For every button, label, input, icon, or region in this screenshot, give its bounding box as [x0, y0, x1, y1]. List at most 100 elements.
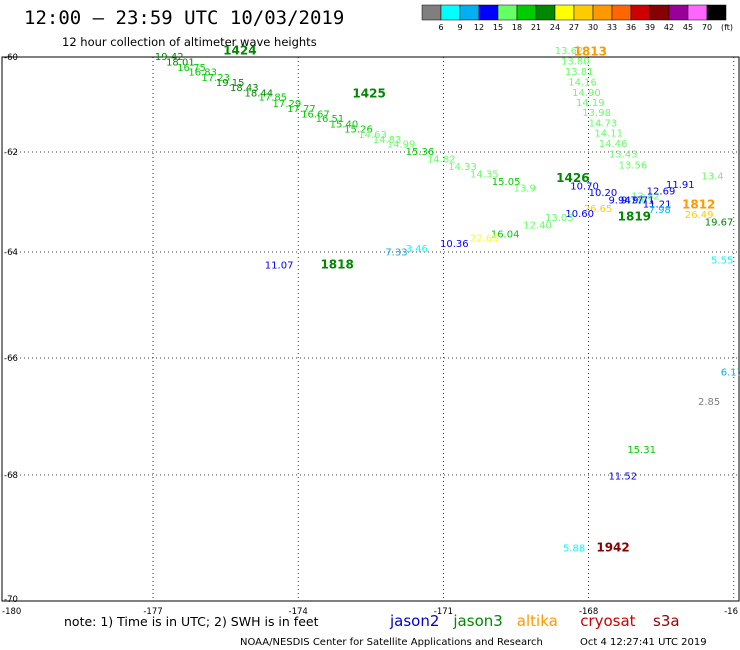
satellite-legend: jason2 jason3 altika cryosat s3a — [389, 612, 680, 630]
wave-height-label: 13.56 — [619, 161, 648, 172]
wave-height-label: 14.35 — [470, 170, 499, 181]
wave-height-label: 7.98 — [649, 205, 671, 216]
wave-height-label: 15.36 — [406, 147, 435, 158]
wave-height-label: 11.52 — [608, 471, 637, 482]
footer-credit: NOAA/NESDIS Center for Satellite Applica… — [240, 637, 543, 648]
x-tick-label: -174 — [289, 607, 308, 617]
y-tick-label: -66 — [4, 354, 18, 364]
wave-height-label: 12.40 — [523, 221, 552, 232]
scale-swatch — [592, 4, 613, 21]
pass-time-labels: 1424 1425 1813 1426 1819 1812 1818 1942 — [223, 44, 715, 555]
wave-height-label: 15.26 — [344, 125, 373, 136]
wave-height-label: 14.82 — [427, 155, 456, 166]
y-tick-label: -68 — [4, 471, 18, 481]
x-tick-label: -180 — [2, 607, 21, 617]
footer-timestamp: Oct 4 12:27:41 UTC 2019 — [580, 637, 707, 648]
wave-height-label: 6.17 — [721, 368, 740, 379]
wave-height-label: 16.75 — [177, 63, 206, 74]
scale-swatch — [687, 4, 708, 21]
wave-height-label: 11.91 — [666, 180, 695, 191]
scale-swatch — [516, 4, 537, 21]
scale-swatch — [497, 4, 518, 21]
satellite-name: altika — [517, 612, 558, 630]
wave-height-label: 18.01 — [166, 58, 195, 69]
wave-height-label: 14.99 — [387, 140, 416, 151]
wave-height-label: 13.9 — [514, 184, 536, 195]
wave-height-label: 26.65 — [584, 204, 613, 215]
wave-height-label: 14.16 — [568, 78, 597, 89]
scale-swatch — [668, 4, 689, 21]
satellite-name: s3a — [653, 612, 680, 630]
wave-height-label: 14.83 — [373, 135, 402, 146]
scale-label: 42 — [664, 23, 674, 32]
wave-height-label: 15.40 — [330, 119, 359, 130]
wave-height-label: 14.46 — [599, 139, 628, 150]
pass-time-label: 1818 — [320, 257, 353, 271]
y-tick-label: -64 — [4, 248, 18, 258]
wave-height-label: 2.85 — [698, 397, 720, 408]
scale-swatch — [630, 4, 651, 21]
wave-height-label: 10.20 — [589, 188, 618, 199]
wave-height-label: 11.21 — [643, 200, 672, 211]
scale-label: 45 — [683, 23, 693, 32]
chart-subtitle: 12 hour collection of altimeter wave hei… — [62, 35, 317, 49]
wave-height-label: 10.70 — [570, 182, 599, 193]
wave-height-label: 9.77 — [621, 196, 643, 207]
wave-height-label: 18.43 — [230, 83, 259, 94]
satellite-name: jason2 — [389, 612, 439, 630]
color-scale-unit: (ft) — [721, 23, 733, 32]
satellite-name: jason3 — [452, 612, 502, 630]
wave-height-label: 13.36 — [619, 196, 648, 207]
scale-swatch — [459, 4, 480, 21]
pass-time-label: 1424 — [223, 44, 256, 58]
pass-time-label: 1819 — [618, 210, 651, 224]
wave-height-label: 17.77 — [287, 104, 316, 115]
scale-swatch — [478, 4, 499, 21]
plot-frame — [1, 56, 740, 602]
wave-height-label: 14.19 — [576, 98, 605, 109]
wave-height-label: 5.88 — [563, 543, 585, 554]
wave-height-label: 15.31 — [627, 445, 656, 456]
scale-label: 30 — [588, 23, 598, 32]
wave-height-label: 18.44 — [244, 88, 273, 99]
scale-swatch — [573, 4, 594, 21]
scale-swatch — [611, 4, 632, 21]
scale-label: 36 — [626, 23, 636, 32]
scale-label: 70 — [702, 23, 712, 32]
scale-label: 27 — [569, 23, 579, 32]
scale-swatch — [706, 4, 727, 21]
wave-height-label: 13.82 — [631, 192, 660, 203]
x-tick-label: -171 — [434, 607, 453, 617]
wave-height-label: 11.07 — [265, 260, 294, 271]
wave-height-label: 13.03 — [545, 213, 574, 224]
wave-height-label: 19.67 — [705, 218, 734, 229]
scale-label: 15 — [493, 23, 503, 32]
y-tick-label: -70 — [4, 595, 18, 605]
wave-height-label: 5.55 — [711, 256, 733, 267]
wave-height-label: 15.05 — [492, 177, 521, 188]
scale-swatch — [554, 4, 575, 21]
pass-time-label: 1813 — [574, 45, 607, 59]
pass-time-label: 1425 — [352, 86, 385, 100]
y-tick-label: -62 — [4, 148, 18, 158]
pass-time-label: 1426 — [556, 171, 589, 185]
wave-height-label: 14.73 — [589, 118, 618, 129]
wave-height-label: 12.69 — [647, 187, 676, 198]
wave-height-label: 10.36 — [440, 239, 469, 250]
pass-time-label: 1942 — [596, 540, 629, 554]
wave-height-label: 9.71 — [632, 196, 654, 207]
wave-height-points: 19.4218.0116.7516.8317.2319.1518.4318.44… — [155, 46, 740, 554]
wave-height-label: 13.98 — [582, 108, 611, 119]
scale-label: 12 — [474, 23, 484, 32]
x-tick-label: -168 — [579, 607, 598, 617]
satellite-name: cryosat — [580, 612, 635, 630]
wave-height-label: 14.33 — [448, 162, 477, 173]
x-axis-ticks: -180 -177 -174 -171 -168 -16 — [2, 607, 738, 617]
scale-swatch — [649, 4, 670, 21]
wave-height-label: 9.94 — [608, 196, 630, 207]
wave-height-label: 16.67 — [301, 109, 330, 120]
wave-height-label: 17.23 — [201, 73, 230, 84]
color-scale-legend: 6 9 12 15 18 21 24 27 30 33 36 39 42 45 70 — [421, 4, 727, 32]
wave-height-label: 14.63 — [358, 130, 387, 141]
